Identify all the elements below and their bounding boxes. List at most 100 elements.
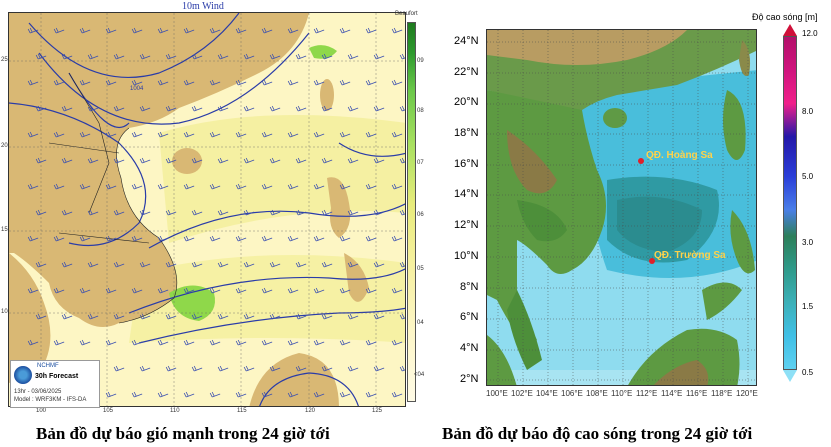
wind-barb — [87, 105, 99, 112]
beaufort-level: 06 — [417, 212, 424, 218]
isobar-label: 1004 — [130, 86, 144, 92]
wind-barb — [157, 79, 169, 86]
wind-barb — [61, 261, 73, 268]
wind-barb — [321, 105, 333, 112]
wind-barb — [191, 261, 203, 268]
wind-barb — [339, 235, 351, 242]
wind-barb — [269, 53, 281, 60]
wind-barb — [261, 183, 273, 190]
wind-barb — [35, 313, 47, 320]
wind-barb — [217, 53, 229, 60]
wind-barb — [391, 79, 403, 86]
wind-barb — [243, 53, 255, 60]
wind-barb — [365, 27, 377, 34]
wind-barb — [365, 79, 377, 86]
wind-barb — [209, 287, 221, 294]
wave-level: 5.0 — [802, 172, 814, 181]
wind-barb — [295, 105, 307, 112]
wind-barb — [113, 105, 125, 112]
wave-lon-tick: 104°E — [536, 389, 558, 398]
wind-barb — [209, 131, 221, 138]
wind-barb — [235, 131, 247, 138]
wind-barb — [113, 313, 125, 320]
wind-barb — [287, 183, 299, 190]
wind-barb — [373, 261, 385, 268]
wave-lon-tick: 118°E — [711, 389, 733, 398]
wind-barb — [105, 339, 117, 346]
wave-lat-tick: 16°N — [454, 158, 479, 170]
wind-barb — [373, 365, 385, 372]
wind-barb — [399, 105, 405, 112]
wind-barb — [79, 131, 91, 138]
wave-lon-tick: 112°E — [636, 389, 658, 398]
hoang-sa-label: QĐ. Hoàng Sa — [646, 150, 713, 161]
wind-lat-tick: 10 — [1, 309, 8, 315]
wind-lon-tick: 100 — [36, 408, 47, 414]
nchmf-logo-icon — [14, 366, 32, 384]
wind-barb — [217, 105, 229, 112]
wind-lat-tick: 25 — [1, 57, 8, 63]
wind-barb — [53, 235, 65, 242]
wind-barb — [243, 157, 255, 164]
wind-barb — [321, 157, 333, 164]
wind-barb — [35, 105, 47, 112]
wind-map-caption: Bản đồ dự báo gió mạnh trong 24 giờ tới — [36, 424, 330, 443]
wind-barb — [139, 313, 151, 320]
wind-barb — [321, 209, 333, 216]
wind-barb — [131, 131, 143, 138]
wind-barb — [157, 131, 169, 138]
wind-barb — [209, 391, 221, 398]
wind-barb — [313, 339, 325, 346]
wind-barb — [139, 53, 151, 60]
beaufort-level: 05 — [417, 266, 424, 272]
wind-barb — [53, 79, 65, 86]
wind-barb — [139, 157, 151, 164]
wind-barb — [313, 235, 325, 242]
wave-lon-tick: 102°E — [511, 389, 533, 398]
wind-barb — [399, 365, 405, 372]
wind-barb — [191, 105, 203, 112]
wave-lon-tick: 116°E — [686, 389, 708, 398]
wind-barb — [105, 79, 117, 86]
valid-time: 13hr - 03/06/2025 — [14, 389, 62, 395]
wind-barb — [321, 261, 333, 268]
wind-barb — [243, 313, 255, 320]
model-label: Model : WRF3KM - IFS-DA — [14, 397, 87, 403]
wind-barb — [365, 183, 377, 190]
wind-barb — [87, 157, 99, 164]
wind-barb — [295, 313, 307, 320]
wind-barb — [105, 391, 117, 398]
wind-barb — [339, 339, 351, 346]
wind-barb — [61, 53, 73, 60]
wind-lon-tick: 115 — [237, 408, 247, 414]
wave-level: 8.0 — [802, 107, 814, 116]
beaufort-level: <04 — [414, 372, 425, 378]
beaufort-level: 07 — [417, 160, 424, 166]
wind-barb — [131, 391, 143, 398]
wave-scale-title: Độ cao sóng [m] — [752, 12, 818, 22]
wave-map-canvas — [487, 30, 756, 385]
wind-barb — [269, 209, 281, 216]
logo-text: NCHMF — [37, 363, 59, 369]
wind-barb — [157, 391, 169, 398]
wind-barb — [35, 209, 47, 216]
wind-barb — [269, 261, 281, 268]
wave-lon-tick: 100°E — [486, 389, 508, 398]
wind-barb — [313, 183, 325, 190]
wind-barb — [373, 105, 385, 112]
wind-barb — [347, 157, 359, 164]
wind-barb — [313, 131, 325, 138]
wind-barb — [399, 313, 405, 320]
wind-barb — [217, 209, 229, 216]
wind-barb — [287, 339, 299, 346]
wind-barb — [27, 27, 39, 34]
wind-barb — [209, 339, 221, 346]
wind-barb — [35, 261, 47, 268]
wind-lat-tick: 15 — [1, 227, 8, 233]
wind-barb — [27, 235, 39, 242]
wind-barb — [287, 27, 299, 34]
wind-barb — [183, 183, 195, 190]
wind-barb — [243, 105, 255, 112]
wind-barb — [131, 287, 143, 294]
wind-barb — [339, 391, 351, 398]
